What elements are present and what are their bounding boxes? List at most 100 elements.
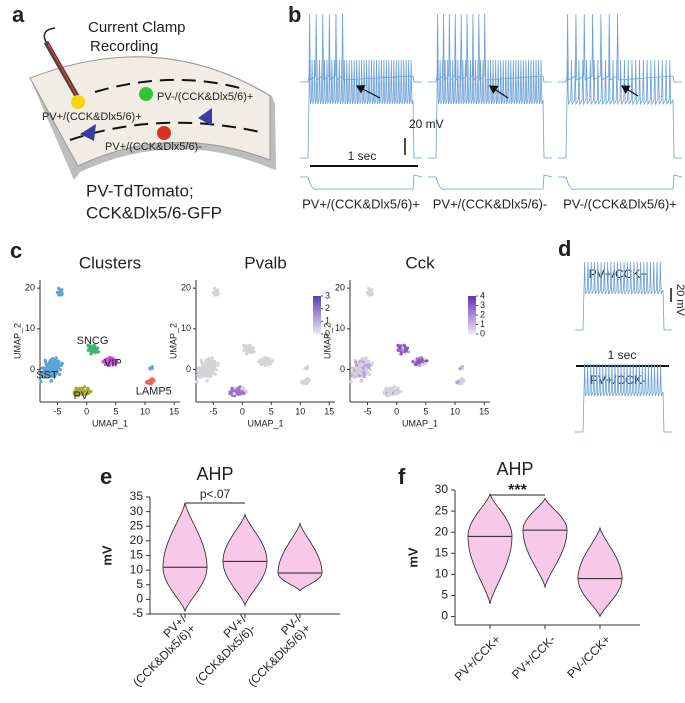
cell-dot	[42, 375, 46, 380]
cell-dot	[239, 391, 243, 395]
cell-dot	[350, 374, 354, 378]
y-axis-label: mV	[99, 545, 114, 566]
cell-dot	[352, 375, 356, 380]
annotation: ***	[508, 482, 527, 499]
y-tick-label: 5	[441, 588, 448, 602]
cell-dot	[40, 366, 44, 370]
cell-dot	[234, 388, 238, 392]
x-tick-label: 0	[394, 406, 399, 416]
y-axis-label: mV	[405, 547, 420, 568]
cell-dot	[244, 346, 248, 350]
violin	[577, 526, 623, 618]
cell-dot	[355, 369, 359, 373]
y-tick-label: 25	[435, 503, 449, 517]
cell-dot	[368, 368, 373, 372]
cell-dot	[270, 359, 274, 363]
cell-dot	[198, 372, 203, 376]
x-tick-label-group: PV+/CCK-	[509, 632, 558, 681]
colorbar-label: 1	[325, 316, 330, 326]
y-tick-label: 10	[130, 562, 144, 576]
y-tick-label: 15	[435, 545, 449, 559]
trace-train	[428, 59, 552, 159]
x-tick-label: 15	[479, 406, 489, 416]
x-tick-label: 15	[169, 406, 179, 416]
x-tick-label: 5	[113, 406, 118, 416]
cell-dot	[110, 358, 114, 362]
violin	[522, 497, 568, 589]
scale-label: 20 mV	[409, 117, 444, 131]
trace-train	[558, 59, 682, 159]
cell-dot	[89, 352, 93, 356]
cell-dot	[244, 389, 249, 394]
y-tick-label: 20	[25, 283, 35, 293]
y-axis-label: UMAP_2	[322, 323, 332, 359]
cluster-label: SNCG	[77, 335, 109, 347]
colorbar	[468, 296, 476, 334]
cell-dot	[148, 366, 152, 371]
cell-dot	[418, 361, 422, 365]
cell-dot	[107, 357, 111, 361]
arrow	[620, 85, 639, 97]
cell-dot	[44, 366, 48, 370]
cell-dot	[213, 372, 218, 376]
cell-dot	[200, 360, 204, 364]
cell-dot	[214, 368, 218, 372]
cell-dot	[365, 290, 370, 294]
y-tick-label: 20	[181, 283, 191, 293]
colorbar-label: 3	[325, 290, 330, 300]
plot-title: Cck	[405, 253, 435, 272]
cell-dot	[204, 361, 208, 366]
cell-dot	[214, 289, 218, 294]
cell-dot	[362, 371, 366, 375]
cell-dot	[357, 373, 362, 378]
y-tick-label: 30	[435, 482, 449, 496]
cell-dot	[208, 371, 212, 375]
cell-dot	[196, 374, 200, 378]
y-tick-label: 20	[435, 524, 449, 538]
cell-dot	[39, 380, 43, 384]
y-tick-label: 15	[130, 548, 144, 562]
cell-dot	[92, 343, 96, 347]
colorbar-label: 2	[325, 303, 330, 313]
cell-dot	[44, 360, 48, 364]
y-tick-label: 25	[130, 518, 144, 532]
cell-dot	[83, 391, 88, 395]
x-tick-label: 15	[324, 406, 334, 416]
cell-dot	[404, 348, 408, 353]
cell-dot	[211, 290, 215, 294]
cell-dot	[40, 370, 44, 374]
cell-dot	[242, 387, 246, 391]
cell-dot	[244, 352, 249, 356]
plot-title: AHP	[496, 459, 533, 479]
cell-dot	[263, 363, 267, 367]
cell-red	[157, 126, 171, 140]
cell-dot	[367, 372, 372, 376]
cell-dot	[361, 366, 365, 370]
cell-dot	[386, 392, 390, 396]
panel-label: b	[288, 2, 301, 27]
cell-dot	[213, 293, 218, 297]
cell-dot	[42, 372, 47, 376]
cell-label: PV+/(CCK&Dlx5/6)+	[42, 111, 142, 123]
panel-label: e	[100, 464, 112, 489]
cell-dot	[55, 290, 60, 294]
cluster-label: SST	[36, 369, 58, 381]
cell-dot	[425, 359, 429, 363]
cell-dot	[250, 348, 254, 353]
cell-dot	[58, 289, 63, 294]
cell-dot	[60, 361, 64, 366]
cell-dot	[417, 363, 422, 367]
cell-dot	[209, 358, 213, 362]
y-tick-label: 0	[30, 364, 35, 374]
violin	[277, 521, 323, 592]
cell-dot	[57, 365, 61, 369]
cell-dot	[396, 387, 401, 391]
cell-dot	[263, 361, 267, 365]
arrow	[355, 85, 381, 99]
cell-dot	[359, 379, 363, 383]
cell-dot	[266, 363, 270, 367]
cell-dot	[363, 358, 367, 362]
cell-dot	[266, 358, 270, 362]
cell-dot	[78, 388, 83, 392]
cluster-label: VIP	[104, 357, 122, 369]
